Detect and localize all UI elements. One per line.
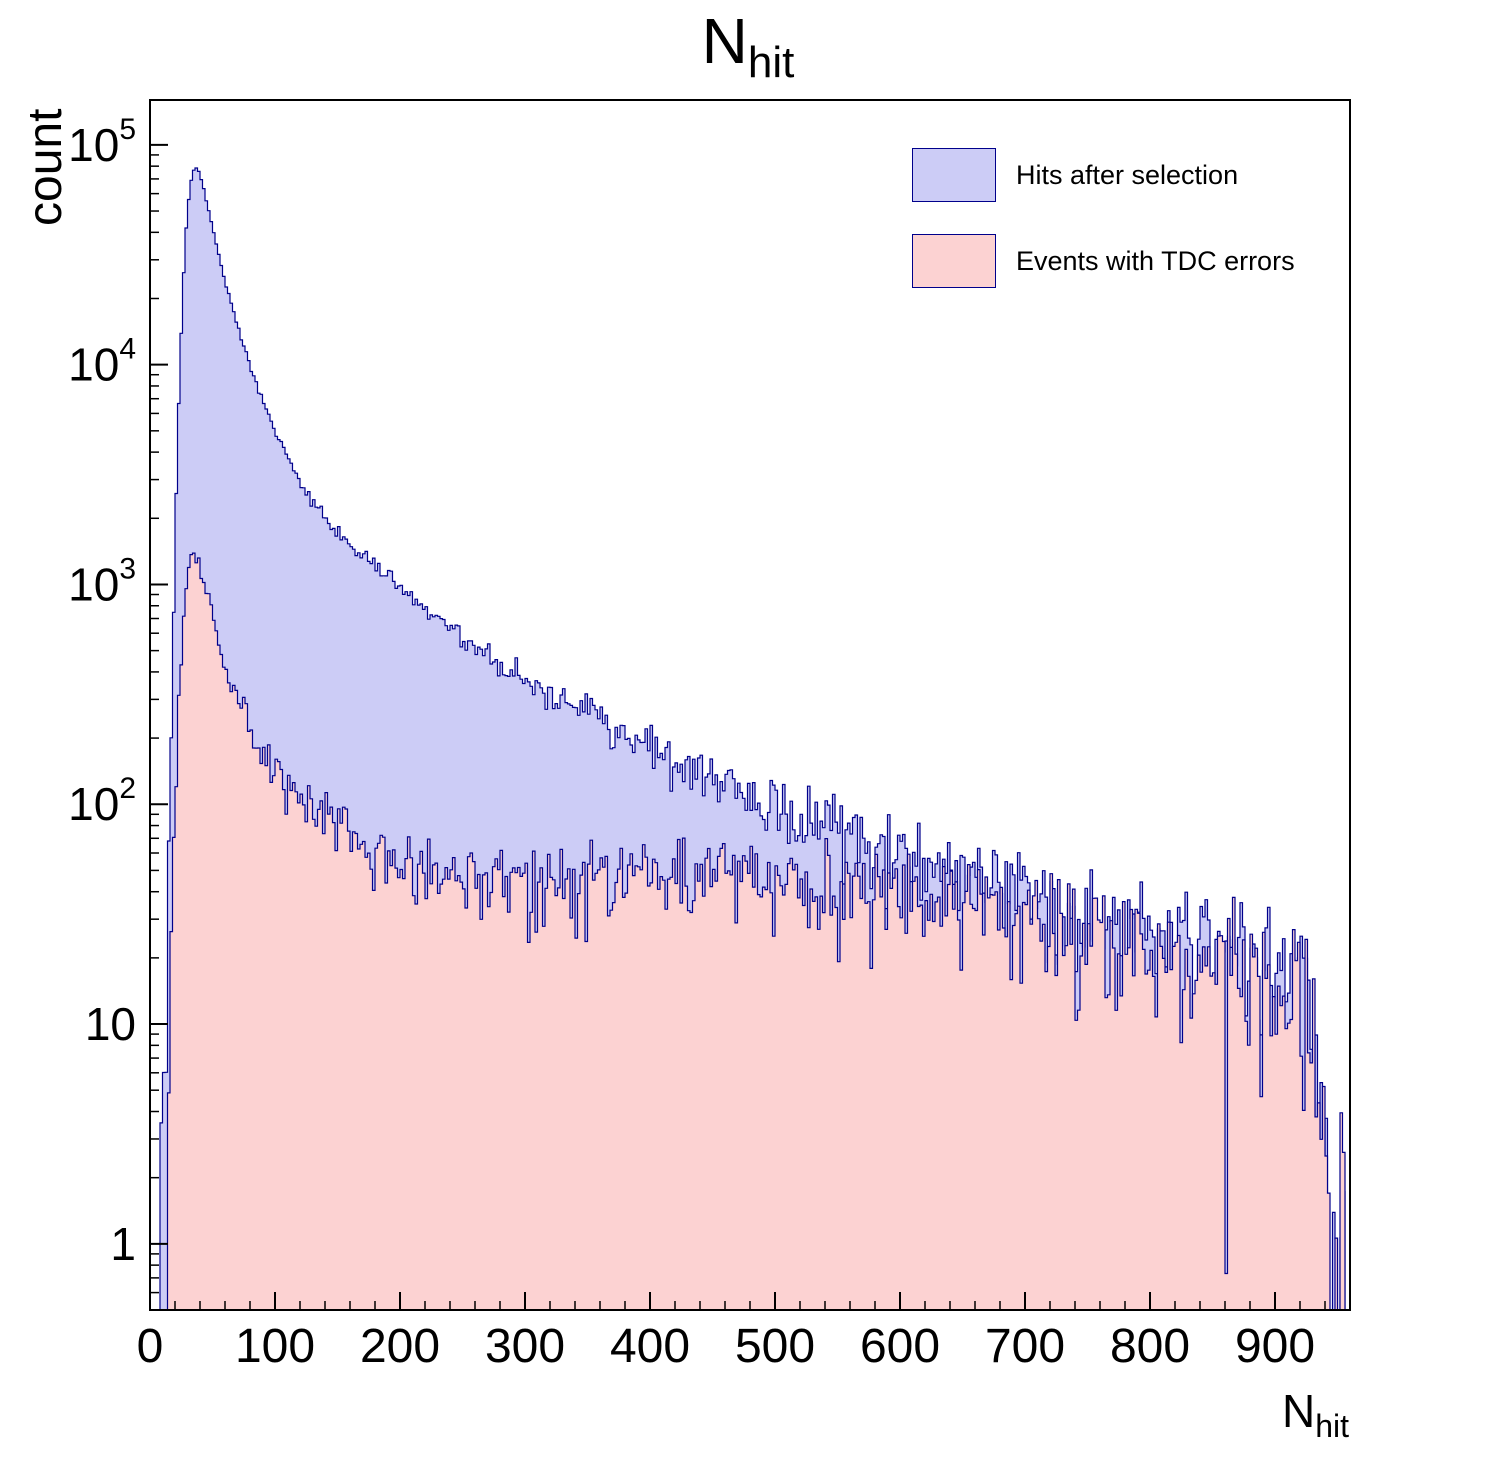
y-tick-label: 103 bbox=[68, 552, 136, 610]
x-tick-label: 400 bbox=[610, 1320, 690, 1373]
legend-swatch-tdc-errors bbox=[912, 234, 996, 288]
x-tick-label: 100 bbox=[235, 1320, 315, 1373]
x-axis-title: Nhit bbox=[1282, 1384, 1349, 1444]
x-tick-label: 700 bbox=[985, 1320, 1065, 1373]
y-axis-title: count bbox=[19, 108, 72, 226]
x-tick-label: 600 bbox=[860, 1320, 940, 1373]
x-tick-label: 200 bbox=[360, 1320, 440, 1373]
y-tick-label: 10 bbox=[85, 998, 136, 1050]
x-tick-label: 500 bbox=[735, 1320, 815, 1373]
x-tick-label: 900 bbox=[1235, 1320, 1315, 1373]
plot-frame bbox=[149, 99, 1351, 1311]
legend-label-hits-after-selection: Hits after selection bbox=[1016, 159, 1239, 190]
chart-title-main: N bbox=[701, 5, 748, 77]
x-tick-label: 300 bbox=[485, 1320, 565, 1373]
y-tick-label: 105 bbox=[68, 113, 136, 171]
chart-title: Nhit bbox=[0, 4, 1496, 87]
x-axis-title-sub: hit bbox=[1315, 1408, 1350, 1444]
x-axis-title-main: N bbox=[1282, 1385, 1316, 1437]
legend-entry-hits-after-selection: Hits after selection bbox=[912, 148, 1295, 202]
legend-entry-tdc-errors: Events with TDC errors bbox=[912, 234, 1295, 288]
legend: Hits after selection Events with TDC err… bbox=[912, 148, 1295, 288]
x-tick-label: 800 bbox=[1110, 1320, 1190, 1373]
y-tick-label: 102 bbox=[68, 772, 136, 830]
histogram-series-1 bbox=[150, 552, 1350, 1311]
legend-label-tdc-errors: Events with TDC errors bbox=[1016, 245, 1295, 276]
legend-swatch-hits-after-selection bbox=[912, 148, 996, 202]
x-tick-label: 0 bbox=[137, 1320, 164, 1373]
y-tick-label: 1 bbox=[110, 1218, 136, 1270]
chart-title-sub: hit bbox=[747, 38, 795, 87]
y-tick-label: 104 bbox=[68, 333, 136, 391]
